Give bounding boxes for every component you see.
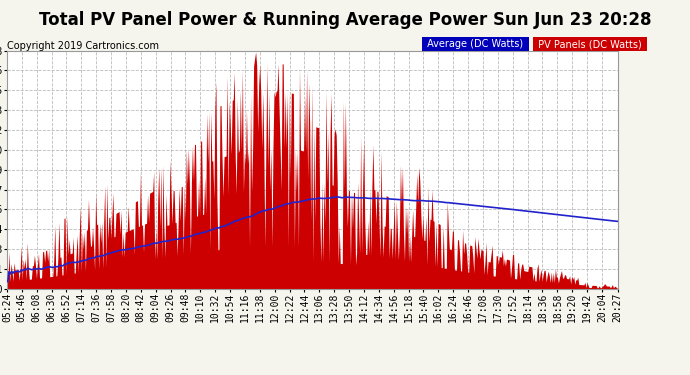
Text: Copyright 2019 Cartronics.com: Copyright 2019 Cartronics.com (7, 41, 159, 51)
Text: Total PV Panel Power & Running Average Power Sun Jun 23 20:28: Total PV Panel Power & Running Average P… (39, 11, 651, 29)
Text: PV Panels (DC Watts): PV Panels (DC Watts) (535, 39, 644, 50)
Text: Average (DC Watts): Average (DC Watts) (424, 39, 526, 50)
